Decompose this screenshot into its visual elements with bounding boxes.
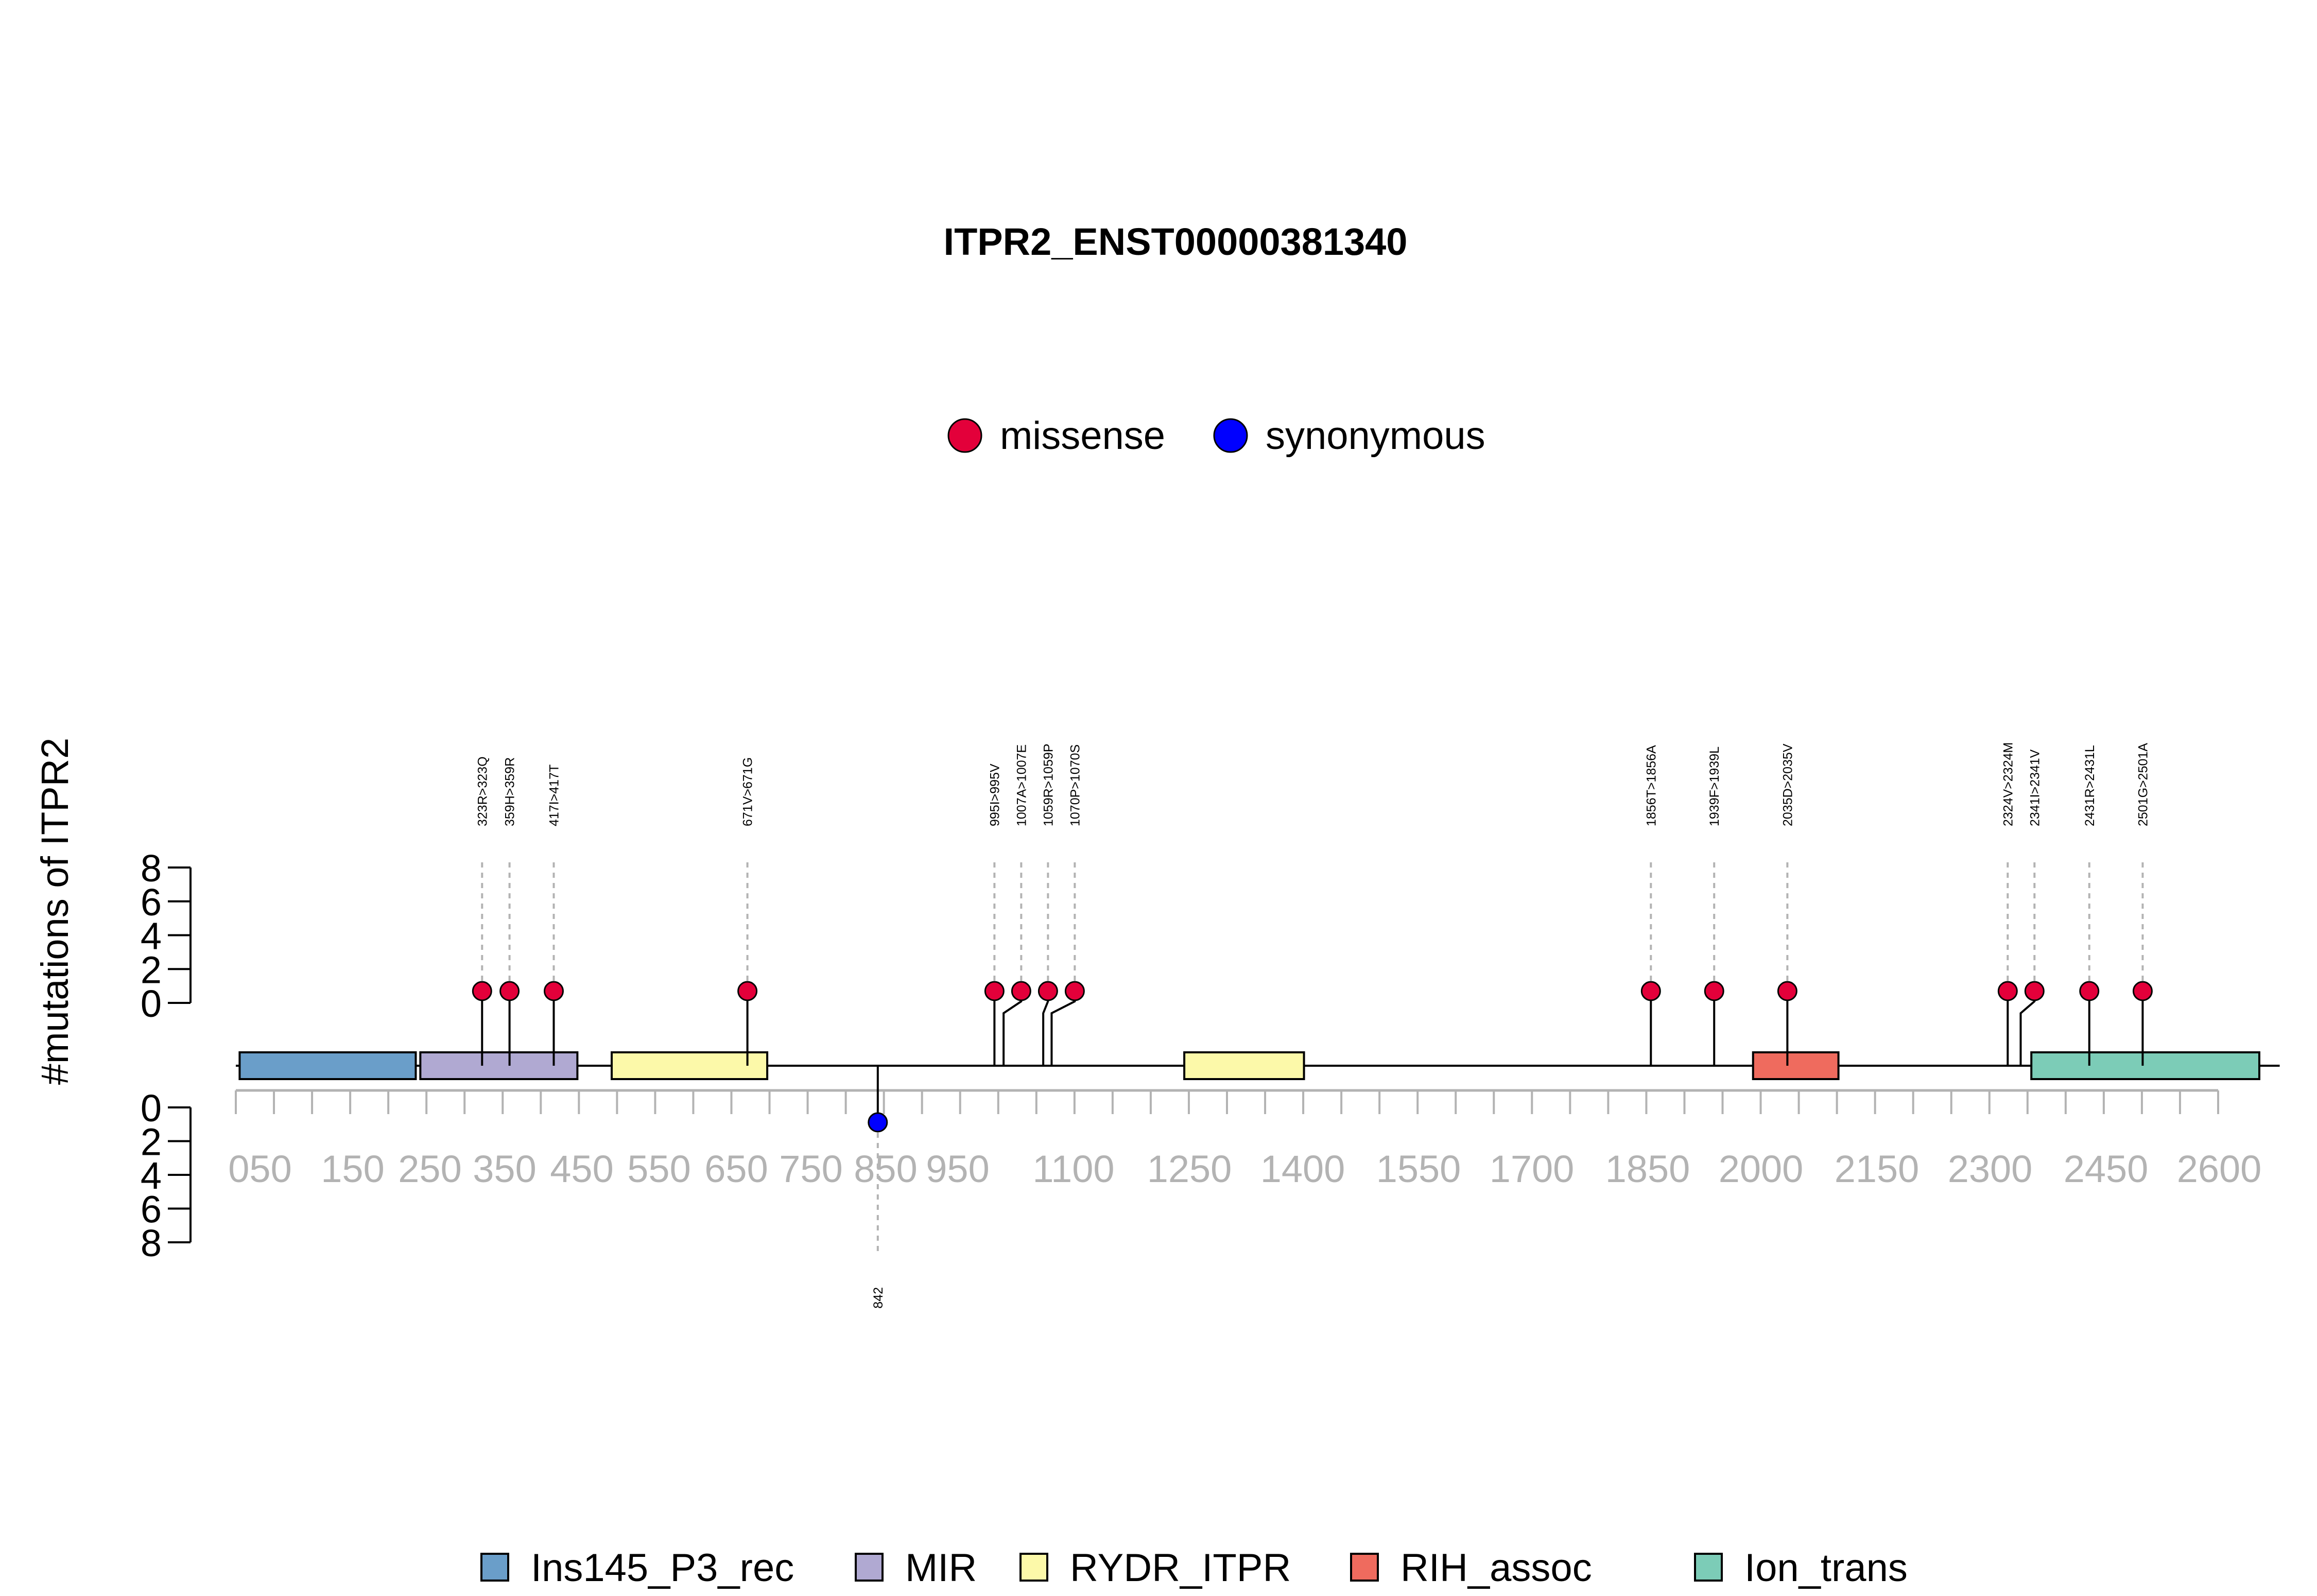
lower-y-tick-label: 0	[141, 1087, 162, 1130]
mutation-head-missense	[737, 981, 758, 1001]
x-tick-label: 2300	[1948, 1148, 2033, 1190]
mutation-label: 359H>359R	[503, 757, 517, 826]
mutation-head-missense	[499, 981, 520, 1001]
domain-legend-label-MIR: MIR	[905, 1546, 977, 1590]
mutation-label: 1856T>1856A	[1644, 745, 1658, 826]
legend-label-synonymous: synonymous	[1266, 414, 1485, 458]
x-tick-label: 750	[779, 1148, 842, 1190]
x-tick-label: 050	[228, 1148, 291, 1190]
lower-y-tick-label: 6	[141, 1188, 162, 1231]
x-tick-label: 350	[473, 1148, 536, 1190]
mutation-head-missense	[1640, 981, 1661, 1001]
x-tick-label: 650	[704, 1148, 768, 1190]
mutation-head-missense	[1997, 981, 2018, 1001]
mutation-lollipops: 323R>323Q 359H>359R 417I>417T 671V>671G 995I…	[472, 742, 2153, 1309]
x-tick-label: 1250	[1147, 1148, 1232, 1190]
mutation-head-missense	[1704, 981, 1724, 1001]
x-tick-label: 2600	[2177, 1148, 2262, 1190]
x-tick-label: 150	[321, 1148, 384, 1190]
x-tick-label: 450	[550, 1148, 613, 1190]
legend-label-missense: missense	[1000, 414, 1165, 458]
lower-y-tick-label: 2	[141, 1121, 162, 1164]
mutation-label: 2035D>2035V	[1780, 743, 1795, 826]
domain-legend-label-Ins145_P3_rec: Ins145_P3_rec	[531, 1546, 794, 1590]
mutation-label: 995I>995V	[988, 764, 1002, 826]
domain-legend-swatch-RIH_assoc	[1350, 1553, 1379, 1582]
legend-marker-synonymous	[1213, 418, 1248, 453]
mutation-label: 1070P>1070S	[1068, 744, 1082, 826]
domain-legend-swatch-RYDR_ITPR	[1019, 1553, 1048, 1582]
domain-legend-label-RIH_assoc: RIH_assoc	[1400, 1546, 1592, 1590]
x-tick-label: 1400	[1260, 1148, 1345, 1190]
mutation-label: 417I>417T	[547, 765, 561, 826]
mutation-head-missense	[2024, 981, 2045, 1001]
mutation-label: 842	[871, 1287, 886, 1309]
mutation-label: 1007A>1007E	[1014, 744, 1029, 826]
mutation-label: 671V>671G	[741, 757, 755, 826]
domain-RIH_assoc	[1752, 1051, 1840, 1080]
x-tick-label: 950	[926, 1148, 989, 1190]
domain-Ins145_P3_rec	[238, 1051, 417, 1080]
domain-legend-label-RYDR_ITPR: RYDR_ITPR	[1070, 1546, 1291, 1590]
lower-y-tick-label: 4	[141, 1154, 162, 1197]
mutation-label: 2341I>2341V	[2028, 749, 2042, 826]
mutation-stem	[1042, 991, 1049, 1066]
mutation-head-missense	[2132, 981, 2153, 1001]
mutation-head-missense	[1064, 981, 1085, 1001]
upper-y-tick-label: 6	[141, 881, 162, 924]
domain-Ion_trans	[2030, 1051, 2260, 1080]
mutation-stem	[1050, 991, 1076, 1066]
legend-marker-missense	[947, 418, 982, 453]
x-tick-label: 1850	[1605, 1148, 1690, 1190]
x-tick-label: 850	[854, 1148, 917, 1190]
domain-legend: Ins145_P3_rec MIR RYDR_ITPR RIH_assoc Ion_tr…	[480, 1546, 1908, 1590]
mutation-label: 1939F>1939L	[1707, 747, 1722, 826]
mutation-label: 1059R>1059P	[1041, 743, 1056, 826]
upper-y-tick-label: 8	[141, 847, 162, 890]
chart-title: ITPR2_ENST00000381340	[944, 220, 1408, 263]
mutation-stem	[1002, 991, 1023, 1066]
mutation-head-missense	[984, 981, 1005, 1001]
domain-legend-swatch-Ion_trans	[1694, 1553, 1723, 1582]
x-tick-label: 1550	[1376, 1148, 1461, 1190]
upper-y-tick-label: 2	[141, 948, 162, 991]
domain-RYDR_ITPR	[1183, 1051, 1305, 1080]
x-tick-label: 2000	[1719, 1148, 1804, 1190]
mutation-label: 323R>323Q	[475, 756, 490, 826]
domain-RYDR_ITPR	[611, 1051, 769, 1080]
mutation-head-missense	[1011, 981, 1031, 1001]
x-tick-label: 2450	[2064, 1148, 2149, 1190]
x-axis: 050 150 250 350 450 550 650 750 850 950 1100 1250 14…	[228, 1089, 2262, 1190]
upper-y-tick-label: 0	[141, 982, 162, 1025]
x-tick-label: 1700	[1490, 1148, 1575, 1190]
domain-legend-swatch-MIR	[855, 1553, 884, 1582]
mutation-head-missense	[1777, 981, 1797, 1001]
y-axis-label: #mutations of ITPR2	[33, 738, 76, 1085]
upper-y-tick-label: 4	[141, 915, 162, 958]
mutation-head-missense	[2079, 981, 2100, 1001]
domain-track	[238, 1051, 2260, 1080]
mutation-head-missense	[543, 981, 564, 1001]
domain-MIR	[419, 1051, 579, 1080]
x-tick-label: 1100	[1032, 1148, 1114, 1190]
mutation-head-missense	[472, 981, 492, 1001]
x-tick-label: 550	[627, 1148, 690, 1190]
mutation-label: 2324V>2324M	[2001, 742, 2015, 826]
mutation-legend: missense synonymous	[947, 414, 1485, 458]
lower-y-tick-label: 8	[141, 1222, 162, 1264]
domain-legend-label-Ion_trans: Ion_trans	[1744, 1546, 1908, 1590]
x-tick-label: 2150	[1835, 1148, 1920, 1190]
mutation-head-synonymous	[868, 1112, 888, 1133]
mutation-label: 2431R>2431L	[2083, 745, 2097, 826]
domain-legend-swatch-Ins145_P3_rec	[480, 1553, 509, 1582]
mutation-label: 2501G>2501A	[2136, 743, 2150, 826]
x-tick-label: 250	[398, 1148, 461, 1190]
mutation-head-missense	[1038, 981, 1058, 1001]
